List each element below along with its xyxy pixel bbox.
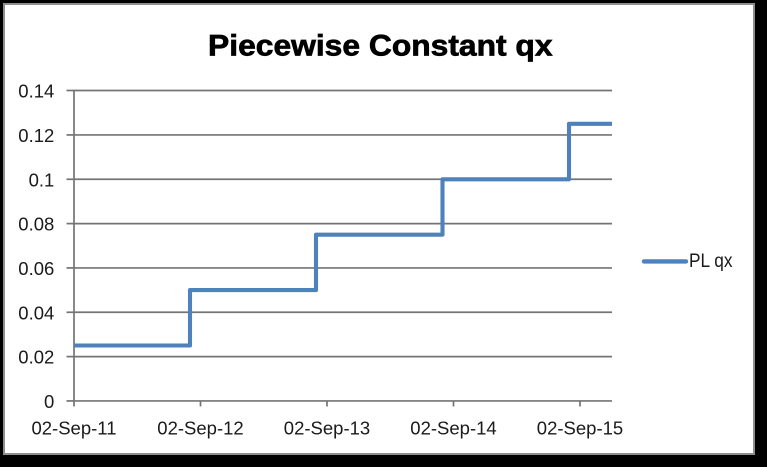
- svg-text:02-Sep-12: 02-Sep-12: [157, 418, 243, 439]
- svg-text:0.12: 0.12: [18, 125, 54, 146]
- svg-text:PL qx: PL qx: [689, 251, 733, 272]
- svg-text:02-Sep-15: 02-Sep-15: [537, 418, 623, 439]
- svg-text:0.04: 0.04: [18, 302, 54, 323]
- svg-text:0.08: 0.08: [18, 214, 54, 235]
- svg-text:0.06: 0.06: [18, 258, 54, 279]
- svg-text:02-Sep-11: 02-Sep-11: [31, 418, 116, 439]
- svg-text:02-Sep-13: 02-Sep-13: [284, 418, 370, 439]
- svg-text:0.14: 0.14: [18, 81, 54, 102]
- svg-text:0.1: 0.1: [29, 169, 55, 190]
- svg-text:0: 0: [44, 391, 54, 412]
- svg-text:0.02: 0.02: [18, 347, 54, 368]
- svg-text:Piecewise Constant qx: Piecewise Constant qx: [208, 29, 553, 62]
- svg-text:02-Sep-14: 02-Sep-14: [410, 418, 496, 439]
